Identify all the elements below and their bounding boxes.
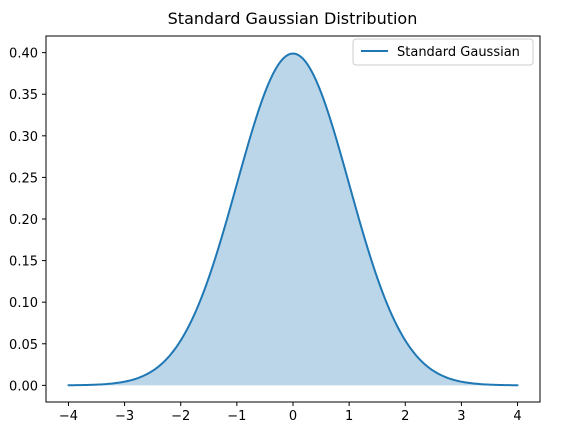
y-tick-label: 0.40 [9,47,38,62]
gaussian-curve [67,52,519,387]
legend-box [352,38,534,66]
y-tick-label: 0.30 [9,130,38,145]
chart-title: Standard Gaussian Distribution [168,9,418,28]
y-tick-label: 0.10 [9,296,38,311]
y-tick-label: 0.25 [9,171,38,186]
x-tick-label: −1 [227,409,246,424]
x-tick-label: −2 [171,409,190,424]
y-tick-label: 0.35 [9,88,38,103]
x-tick-label: 1 [345,409,353,424]
x-tick-label: 4 [513,409,521,424]
y-tick-label: 0.20 [9,213,38,228]
x-tick-label: −3 [115,409,134,424]
x-tick-label: 3 [457,409,465,424]
plot-area [67,52,519,387]
y-tick-label: 0.00 [9,379,38,394]
gaussian-area-fill [68,53,518,386]
axes: −4 −3 −2 −1 0 1 2 3 4 0.00 0.05 0.10 0.15 0.20 0.25 0.3… [9,35,541,424]
x-tick-label: −4 [59,409,78,424]
x-tick-label: 2 [401,409,409,424]
legend: Standard Gaussian [352,38,534,66]
x-tick-label: 0 [289,409,297,424]
y-tick-label: 0.05 [9,338,38,353]
y-tick-label: 0.15 [9,255,38,270]
legend-label: Standard Gaussian [397,45,520,60]
